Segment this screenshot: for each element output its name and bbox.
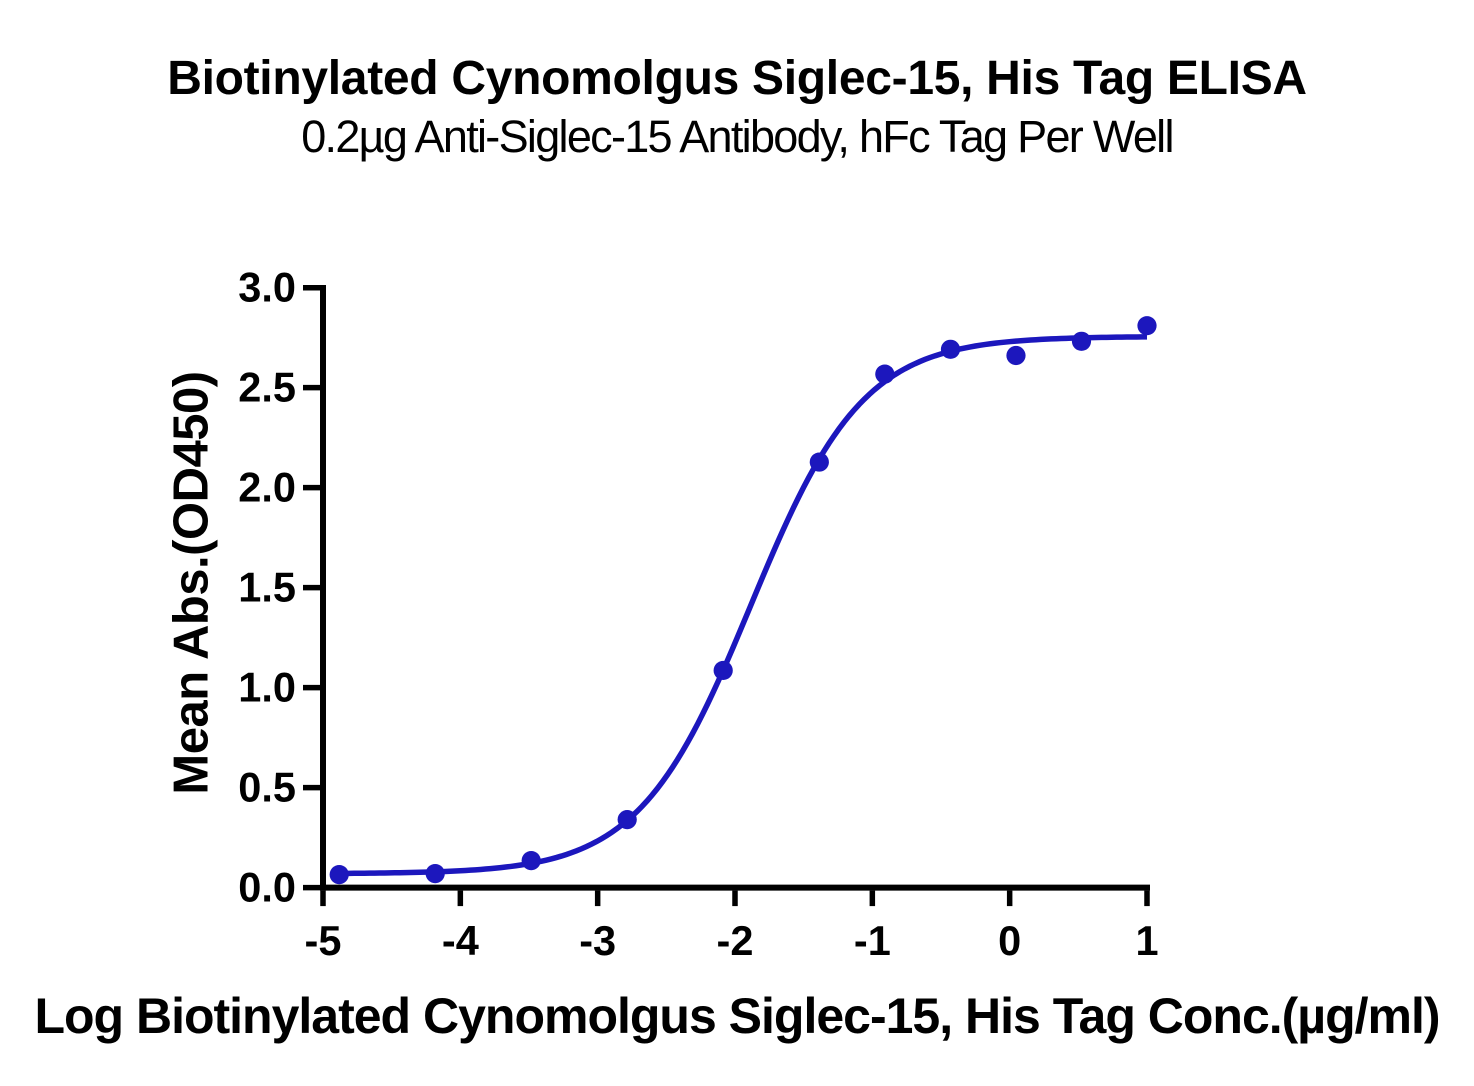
chart-subtitle: 0.2µg Anti-Siglec-15 Antibody, hFc Tag P… [301,111,1174,162]
chart-title: Biotinylated Cynomolgus Siglec-15, His T… [167,52,1307,105]
data-point [875,364,895,384]
fit-curve [339,334,1148,877]
x-tick-label: 1 [1135,917,1158,964]
y-tick-label: 0.0 [238,864,296,911]
data-point [809,452,829,472]
x-axis-title: Log Biotinylated Cynomolgus Siglec-15, H… [34,988,1440,1044]
data-point [1137,316,1157,336]
y-tick-label: 2.5 [238,364,296,411]
y-tick-label: 2.0 [238,464,296,511]
y-tick-label: 1.5 [238,564,296,611]
data-point [1071,331,1092,351]
y-tick-label: 0.5 [238,764,296,811]
x-tick-label: -1 [854,917,891,964]
x-tick-label: -4 [442,917,479,964]
x-tick-label: -3 [579,917,616,964]
data-point [329,865,349,885]
x-tick-label: -2 [717,917,754,964]
data-point [940,339,961,359]
y-tick-label: 3.0 [238,264,296,311]
data-point [521,851,541,871]
y-tick-label: 1.0 [238,664,296,711]
data-point [617,810,637,830]
x-tick-label: -5 [305,917,342,964]
data-point [425,864,445,884]
y-axis-title: Mean Abs.(OD450) [164,371,219,795]
x-tick-label: 0 [998,917,1021,964]
data-point [1006,345,1026,366]
data-point [713,660,733,681]
